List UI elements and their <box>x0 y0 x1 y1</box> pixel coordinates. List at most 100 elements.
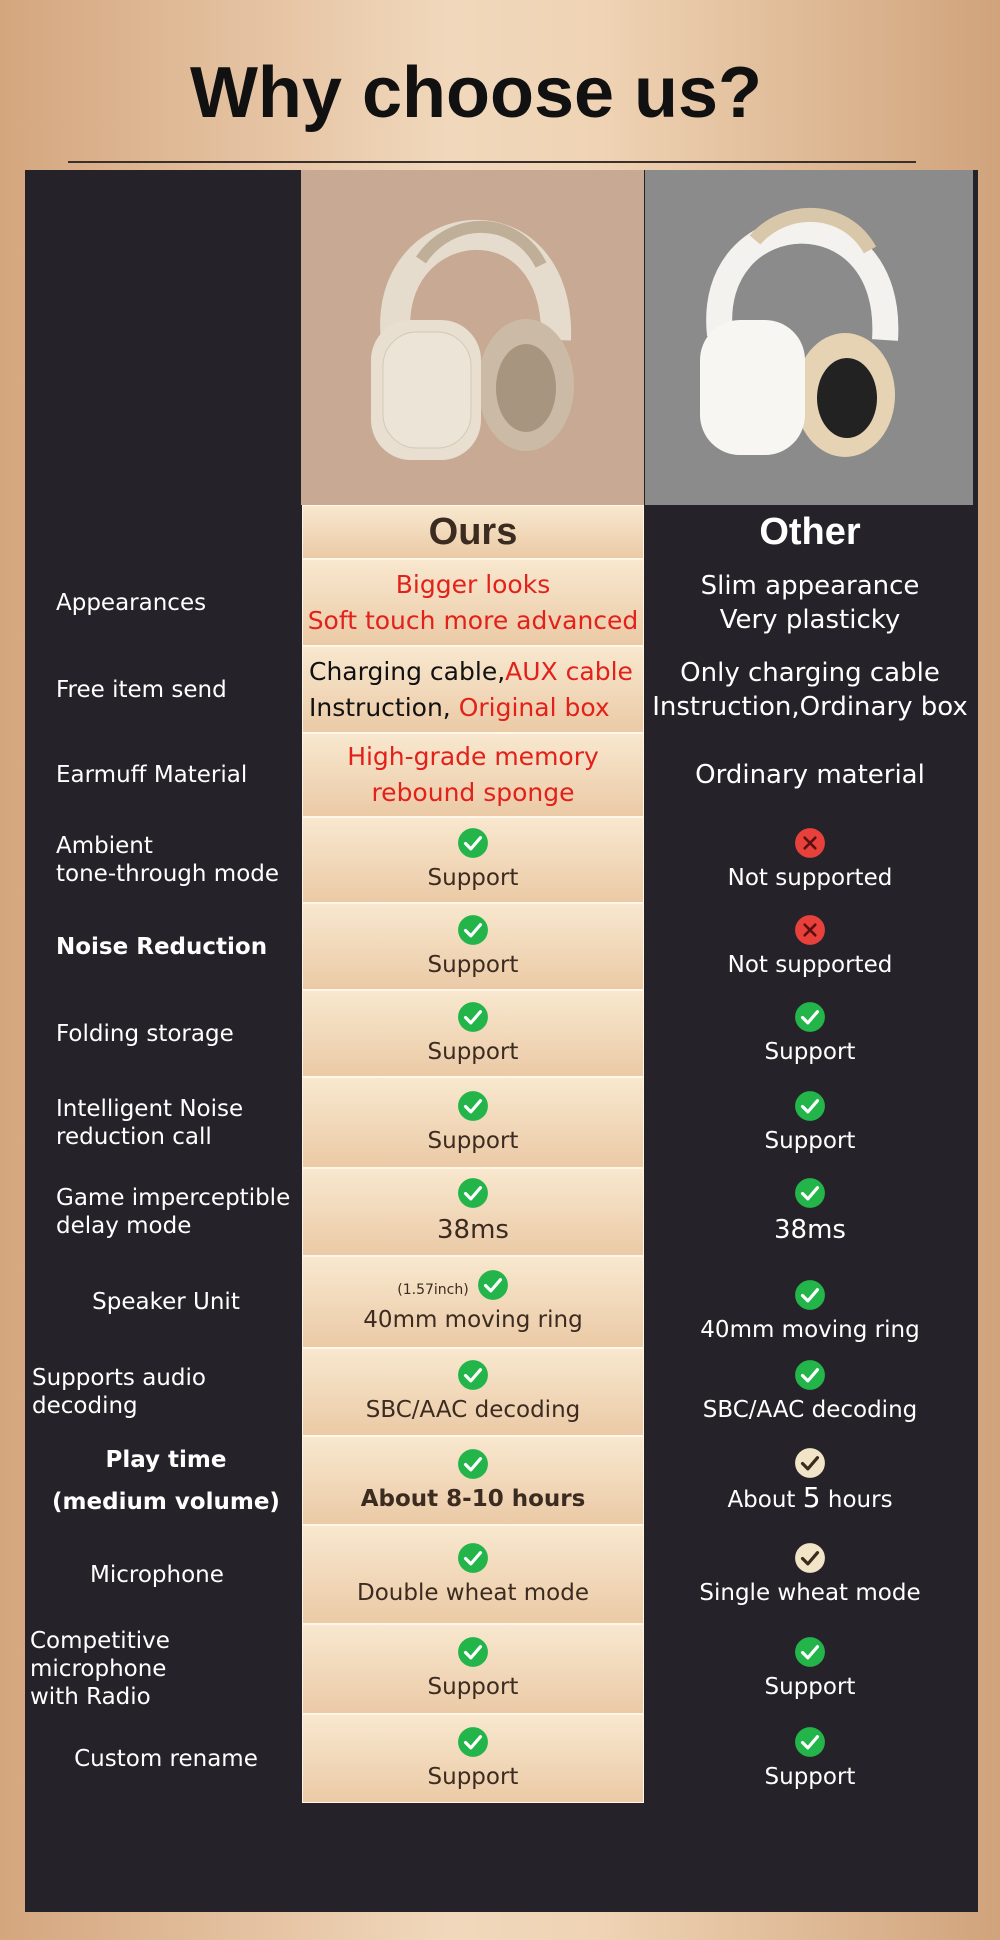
ours-line: Instruction, Original box <box>309 690 610 726</box>
other-text: Not supported <box>727 865 893 891</box>
check-icon <box>457 827 489 859</box>
feature-label: Play time <box>105 1446 227 1473</box>
other-text: About <box>727 1486 803 1513</box>
ours-text: 40mm moving ring <box>363 1307 583 1333</box>
row: Microphone Double wheat mode Single whea… <box>0 1525 1000 1624</box>
feature-label: Folding storage <box>56 1020 234 1047</box>
other-cell: Only charging cable Instruction,Ordinary … <box>646 646 974 733</box>
feature: Folding storage <box>30 990 302 1077</box>
cross-icon <box>794 827 826 859</box>
ours-cell: 38ms <box>302 1168 644 1256</box>
check-icon <box>794 1359 826 1391</box>
ours-text: Support <box>427 1763 519 1790</box>
ours-text: High-grade memory <box>347 742 599 771</box>
feature: Play time (medium volume) <box>30 1436 302 1525</box>
check-icon <box>457 1726 489 1758</box>
feature-label: delay mode <box>56 1213 192 1239</box>
row: Supports audio decoding SBC/AAC decoding… <box>0 1348 1000 1436</box>
ours-image <box>301 170 644 505</box>
feature-label: Ambient <box>56 833 153 859</box>
column-header: Other <box>759 510 861 553</box>
header-row: Ours Other <box>0 505 1000 559</box>
ours-cell: Bigger looks Soft touch more advanced <box>302 559 644 646</box>
row: Free item send Charging cable,AUX cable I… <box>0 646 1000 733</box>
column-header: Ours <box>428 510 518 553</box>
feature: Ambient tone-through mode <box>30 817 302 903</box>
ours-text: AUX cable <box>505 656 633 686</box>
feature-label: with Radio <box>30 1684 151 1710</box>
ours-cell: High-grade memory rebound sponge <box>302 733 644 817</box>
ours-text: rebound sponge <box>371 778 575 807</box>
check-icon <box>457 1177 489 1209</box>
row: Custom rename Support Support <box>0 1714 1000 1803</box>
check-icon <box>457 1448 489 1480</box>
ours-text: Charging cable, <box>309 656 506 686</box>
other-cell: Support <box>646 1077 974 1168</box>
feature: Competitive microphone with Radio <box>30 1624 302 1714</box>
ours-text: Double wheat mode <box>357 1579 589 1606</box>
feature-label: Custom rename <box>74 1745 258 1772</box>
ours-cell: Double wheat mode <box>302 1525 644 1624</box>
ours-text: Original box <box>458 692 610 722</box>
beige-check-icon <box>794 1447 826 1479</box>
other-cell: Support <box>646 1714 974 1803</box>
check-icon <box>794 1177 826 1209</box>
feature-label: reduction call <box>56 1123 212 1150</box>
feature-label: Supports audio decoding <box>32 1365 206 1419</box>
other-cell: Single wheat mode <box>646 1525 974 1624</box>
check-icon <box>794 1726 826 1758</box>
row: Ambient tone-through mode Support Not sup… <box>0 817 1000 903</box>
ours-text: Instruction, <box>309 692 459 722</box>
check-icon <box>794 1279 826 1311</box>
ours-cell: Charging cable,AUX cable Instruction, Ori… <box>302 646 644 733</box>
check-icon <box>457 1542 489 1574</box>
ours-text: (1.57inch) <box>397 1282 469 1298</box>
row: Intelligent Noise reduction call Support … <box>0 1077 1000 1168</box>
ours-line: (1.57inch) <box>397 1269 508 1305</box>
other-image <box>645 170 973 505</box>
ours-cell: Support <box>302 1624 644 1714</box>
ours-text: Bigger looks <box>395 569 551 599</box>
other-text: Instruction,Ordinary box <box>652 691 968 722</box>
other-cell: Not supported <box>646 817 974 903</box>
ours-cell: Support <box>302 1077 644 1168</box>
feature-label: Free item send <box>56 676 227 703</box>
check-icon <box>457 1636 489 1668</box>
feature: Microphone <box>30 1525 302 1624</box>
feature-label: Microphone <box>90 1561 224 1588</box>
cross-icon <box>794 914 826 946</box>
ours-cell: Support <box>302 990 644 1077</box>
feature: Custom rename <box>30 1714 302 1803</box>
ours-text: Support <box>427 951 519 978</box>
ours-text: 38ms <box>437 1215 509 1245</box>
ours-text: Support <box>427 865 519 891</box>
feature-label: Appearances <box>56 589 207 616</box>
check-icon <box>457 1090 489 1122</box>
feature: Free item send <box>30 646 302 733</box>
feature-label: tone-through mode <box>56 861 280 887</box>
feature: Noise Reduction <box>30 903 302 990</box>
feature: Supports audio decoding <box>30 1348 302 1436</box>
other-text: SBC/AAC decoding <box>702 1397 918 1423</box>
other-cell: Not supported <box>646 903 974 990</box>
other-line: About 5 hours <box>727 1482 892 1515</box>
beige-check-icon <box>794 1542 826 1574</box>
other-text: Only charging cable <box>680 657 940 688</box>
other-cell: Support <box>646 1624 974 1714</box>
ours-text: Support <box>427 1127 519 1154</box>
row: Appearances Bigger looks Soft touch more … <box>0 559 1000 646</box>
other-text: 38ms <box>774 1215 846 1245</box>
row: Competitive microphone with Radio Support… <box>0 1624 1000 1714</box>
check-icon <box>794 1636 826 1668</box>
other-cell: Slim appearance Very plasticky <box>646 559 974 646</box>
ours-text: Support <box>427 1674 519 1700</box>
title-rule <box>68 161 916 163</box>
other-text: Ordinary material <box>695 760 925 790</box>
ours-cell: Support <box>302 1714 644 1803</box>
check-icon <box>457 914 489 946</box>
check-icon <box>477 1269 509 1301</box>
feature: Intelligent Noise reduction call <box>30 1077 302 1168</box>
feature: Earmuff Material <box>30 733 302 817</box>
row: Folding storage Support Support <box>0 990 1000 1077</box>
